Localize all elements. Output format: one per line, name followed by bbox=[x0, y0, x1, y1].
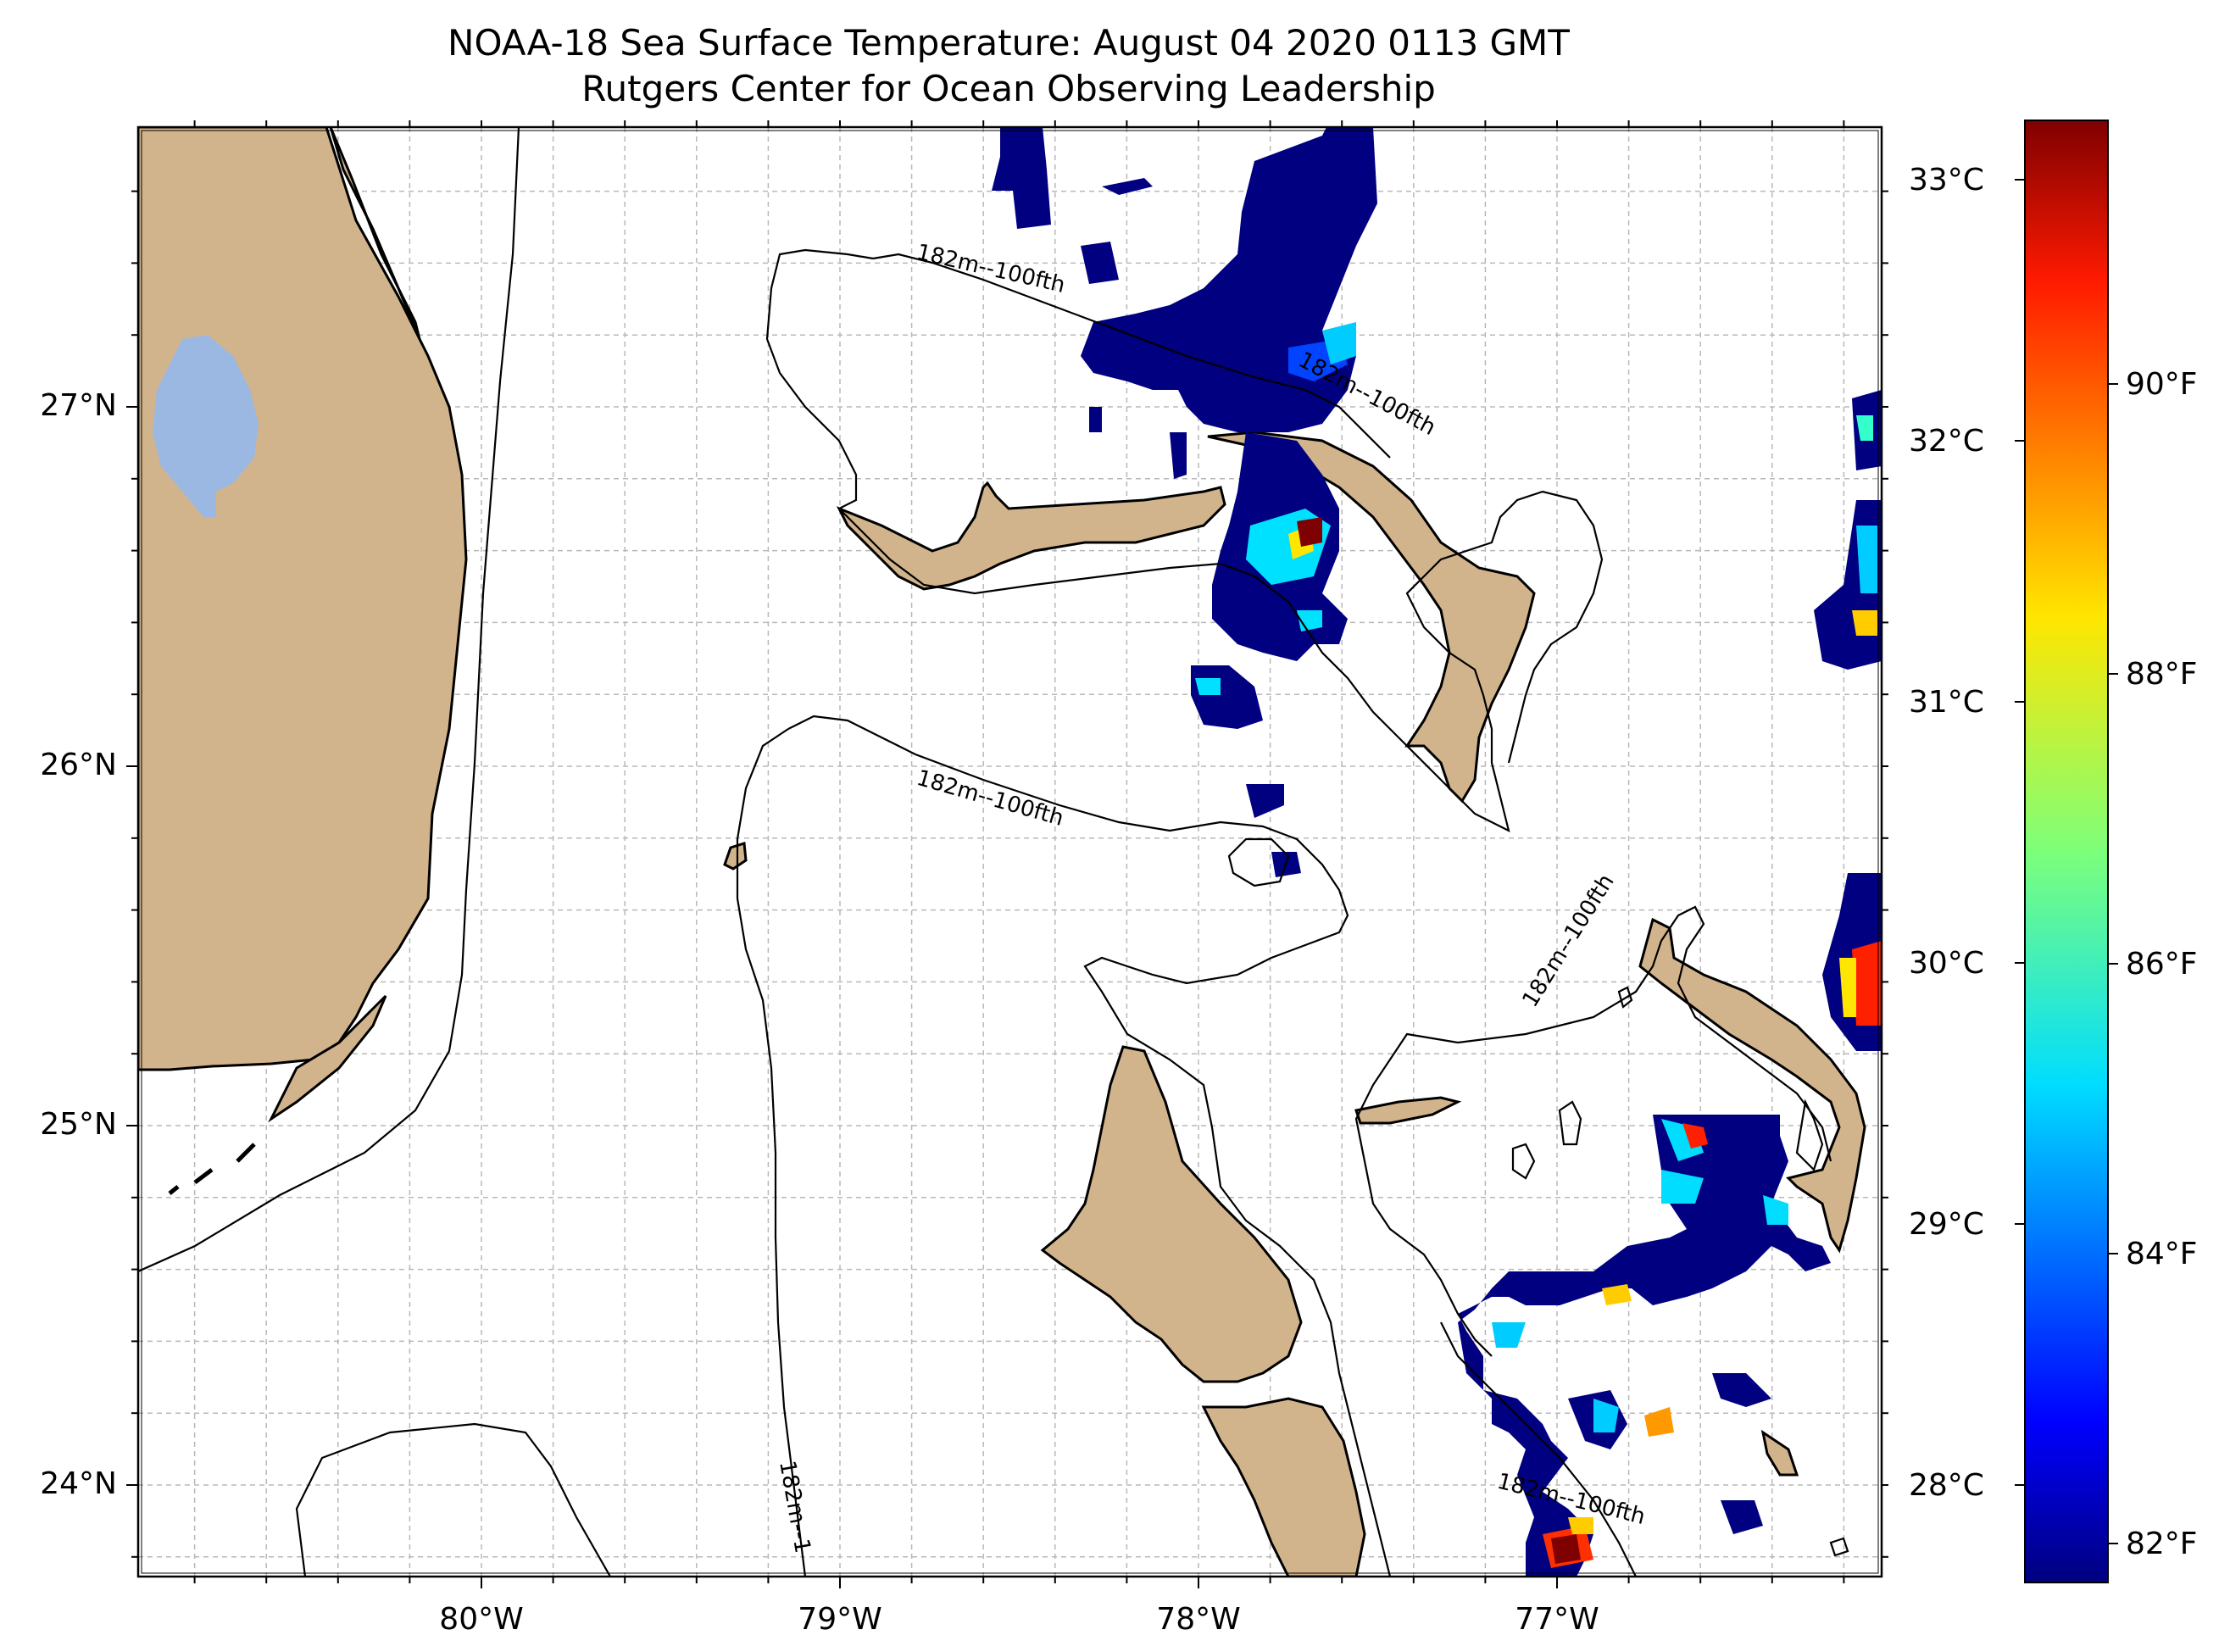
eleuthera-island bbox=[1638, 917, 1866, 1254]
lat-tick-label: 27°N bbox=[40, 388, 117, 423]
andros-south-island bbox=[1201, 1397, 1366, 1577]
axis-ticks bbox=[126, 120, 1888, 1588]
lon-tick-label: 78°W bbox=[1156, 1602, 1241, 1637]
lat-tick-label: 26°N bbox=[40, 748, 117, 782]
colorbar-ticks bbox=[2015, 179, 2118, 1544]
colorbar-celsius-label: 29°C bbox=[1909, 1207, 1984, 1242]
lat-tick-label: 25°N bbox=[40, 1107, 117, 1142]
chart-title: NOAA-18 Sea Surface Temperature: August … bbox=[448, 22, 1570, 64]
exuma-cays bbox=[1760, 1429, 1799, 1477]
berry-islands bbox=[1354, 1096, 1462, 1125]
colorbar-fahrenheit-label: 82°F bbox=[2126, 1527, 2198, 1561]
chart-subtitle: Rutgers Center for Ocean Observing Leade… bbox=[581, 68, 1436, 109]
colorbar-celsius-label: 28°C bbox=[1909, 1468, 1984, 1503]
colorbar-fahrenheit-label: 90°F bbox=[2126, 367, 2198, 402]
sst-data-patches bbox=[992, 127, 1882, 1577]
colorbar-fahrenheit-label: 84°F bbox=[2126, 1237, 2198, 1271]
lon-tick-label: 79°W bbox=[798, 1602, 882, 1637]
colorbar-fahrenheit-label: 86°F bbox=[2126, 947, 2198, 982]
grand-bahama-island bbox=[836, 481, 1226, 591]
lake-okeechobee bbox=[153, 335, 259, 517]
map-frame bbox=[136, 125, 1883, 1578]
depth-contours bbox=[138, 127, 1849, 1577]
colorbar-celsius-label: 31°C bbox=[1909, 685, 1984, 720]
map-inner-frame bbox=[141, 130, 1879, 1574]
keys-segments bbox=[168, 1143, 256, 1195]
bimini-island bbox=[723, 842, 748, 870]
colorbar-celsius-label: 32°C bbox=[1909, 424, 1984, 459]
colorbar bbox=[2024, 120, 2109, 1583]
florida-barrier-island bbox=[329, 127, 421, 340]
lon-tick-label: 80°W bbox=[439, 1602, 524, 1637]
andros-island bbox=[1040, 1045, 1303, 1383]
florida-keys bbox=[268, 994, 387, 1123]
colorbar-celsius-label: 30°C bbox=[1909, 946, 1984, 981]
lon-tick-label: 77°W bbox=[1515, 1602, 1599, 1637]
map-panel: 182m--100fth 182m--100fth 182m--100fth 1… bbox=[138, 127, 1882, 1577]
colorbar-celsius-label: 33°C bbox=[1909, 163, 1984, 197]
lat-tick-label: 24°N bbox=[40, 1466, 117, 1501]
colorbar-fahrenheit-label: 88°F bbox=[2126, 657, 2198, 692]
